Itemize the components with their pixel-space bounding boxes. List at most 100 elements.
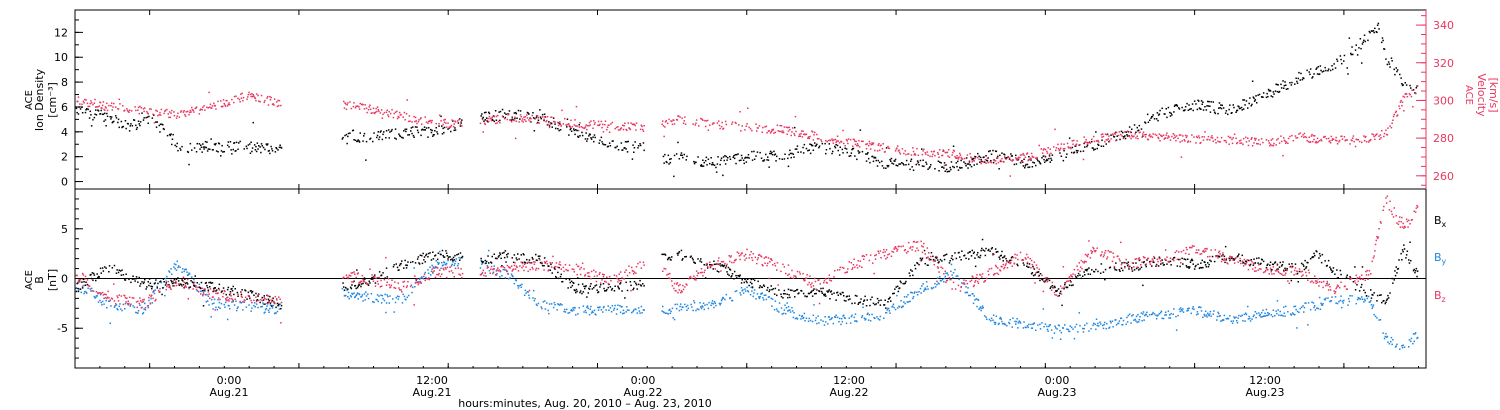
ion-density-series-point bbox=[115, 117, 118, 119]
bx-series-point bbox=[1414, 271, 1416, 274]
bx-series-point bbox=[924, 262, 926, 265]
ion-density-series-point bbox=[1386, 63, 1389, 66]
bx-series-point bbox=[95, 279, 97, 282]
ion-density-series-point bbox=[514, 111, 517, 114]
bx-series-point bbox=[739, 274, 741, 276]
velocity-series-point bbox=[1269, 145, 1271, 147]
ion-density-series-point bbox=[839, 146, 841, 148]
ion-density-series-point bbox=[1295, 77, 1297, 79]
ion-density-series-point bbox=[1354, 49, 1357, 51]
by-series-point bbox=[700, 307, 703, 310]
velocity-series-point bbox=[1072, 143, 1074, 145]
bx-series-point bbox=[504, 250, 507, 252]
bx-series-point bbox=[835, 299, 837, 301]
by-series-point bbox=[1092, 324, 1094, 326]
by-series-point bbox=[920, 292, 922, 294]
bx-series-point bbox=[143, 281, 145, 283]
velocity-series-point bbox=[602, 123, 604, 126]
ion-density-series-point bbox=[483, 111, 486, 114]
velocity-series-point bbox=[222, 99, 225, 101]
ion-density-series-point bbox=[223, 150, 225, 153]
velocity-series-point bbox=[1393, 113, 1395, 116]
by-series-point bbox=[427, 269, 429, 271]
bz-series-point bbox=[154, 300, 156, 302]
velocity-series-point bbox=[960, 156, 962, 159]
ion-density-series-point bbox=[642, 142, 645, 144]
bz-series-point bbox=[239, 300, 241, 303]
bz-series-point bbox=[229, 292, 232, 295]
bx-series-point bbox=[200, 281, 203, 284]
bx-series-point bbox=[827, 291, 829, 293]
by-series-point bbox=[843, 314, 845, 316]
velocity-series-point bbox=[971, 160, 973, 163]
velocity-series-point bbox=[398, 111, 401, 114]
velocity-series-point bbox=[1063, 143, 1065, 145]
by-series-point bbox=[805, 317, 808, 319]
velocity-series-point bbox=[1396, 115, 1398, 117]
by-series-point bbox=[1303, 306, 1306, 309]
ion-density-series-point bbox=[1013, 163, 1016, 166]
ion-density-series-point bbox=[1352, 53, 1354, 56]
by-series-point bbox=[613, 307, 616, 310]
y-left-tick-label: 0 bbox=[61, 273, 68, 286]
bz-series-point bbox=[117, 300, 120, 302]
velocity-series-point bbox=[910, 154, 913, 156]
bx-series-point bbox=[196, 282, 198, 284]
ion-density-series-point bbox=[1144, 121, 1146, 123]
bx-series-point bbox=[146, 286, 148, 288]
by-series-point bbox=[988, 318, 991, 321]
by-series-point bbox=[1339, 299, 1342, 302]
bx-series-point bbox=[423, 256, 426, 258]
bx-series-point bbox=[1158, 256, 1161, 258]
by-series-point bbox=[1249, 320, 1252, 322]
velocity-series-point bbox=[973, 160, 975, 162]
bx-series-point bbox=[959, 256, 961, 258]
ion-density-series-point bbox=[910, 160, 912, 162]
ion-density-series-point bbox=[131, 125, 134, 127]
ion-density-series-point bbox=[120, 120, 123, 123]
ion-density-series-point bbox=[733, 154, 735, 157]
bx-series-point bbox=[581, 292, 583, 295]
bx-series-point bbox=[998, 256, 1000, 258]
ion-density-series-point bbox=[859, 129, 862, 131]
bx-series-point bbox=[1253, 258, 1255, 260]
velocity-series-point bbox=[704, 125, 707, 128]
by-series-point bbox=[83, 292, 85, 295]
ion-density-series-point bbox=[1028, 166, 1031, 168]
by-series-point bbox=[1191, 307, 1194, 310]
by-series-point bbox=[706, 303, 708, 306]
bz-series-point bbox=[106, 296, 109, 298]
ion-density-series-point bbox=[555, 127, 557, 130]
ion-density-series-point bbox=[961, 167, 963, 169]
bz-series-point bbox=[228, 300, 230, 302]
top-left-ylabel-line2: Ion Density bbox=[33, 68, 46, 131]
by-series-point bbox=[1388, 343, 1391, 345]
velocity-series-point bbox=[1126, 130, 1129, 132]
ion-density-series-point bbox=[1167, 106, 1170, 109]
ion-density-series-point bbox=[1191, 103, 1194, 105]
bx-series-point bbox=[1260, 262, 1262, 265]
by-series-point bbox=[663, 311, 665, 314]
by-series-point bbox=[1324, 299, 1326, 301]
ion-density-series-point bbox=[1156, 112, 1159, 114]
bx-series-point bbox=[820, 287, 822, 290]
bx-series-point bbox=[535, 253, 537, 256]
ion-density-series-point bbox=[249, 143, 251, 145]
bx-series-point bbox=[703, 264, 705, 266]
velocity-series-point bbox=[1343, 136, 1346, 138]
bx-series-point bbox=[639, 279, 641, 282]
ion-density-series-point bbox=[254, 149, 257, 151]
velocity-series-point bbox=[137, 106, 140, 109]
ion-density-series-point bbox=[1159, 109, 1161, 112]
bz-series-point bbox=[241, 296, 243, 298]
by-series-point bbox=[586, 306, 588, 309]
velocity-series-point bbox=[251, 95, 254, 98]
velocity-series-point bbox=[192, 109, 194, 112]
velocity-series-point bbox=[366, 111, 368, 114]
velocity-series-point bbox=[547, 123, 549, 126]
by-series-point bbox=[1204, 315, 1206, 317]
bx-series-point bbox=[1046, 279, 1048, 281]
by-series-point bbox=[1109, 320, 1112, 322]
ion-density-series-point bbox=[981, 160, 983, 163]
ion-density-series-point bbox=[443, 126, 446, 129]
